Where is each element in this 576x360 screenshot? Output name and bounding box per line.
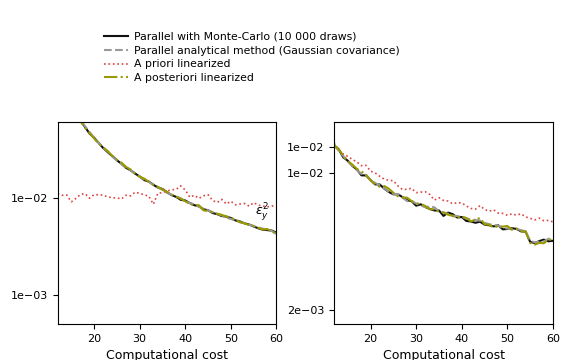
X-axis label: Computational cost: Computational cost	[382, 349, 505, 360]
Legend: Parallel with Monte-Carlo (10 000 draws), Parallel analytical method (Gaussian c: Parallel with Monte-Carlo (10 000 draws)…	[100, 28, 404, 87]
Y-axis label: $\epsilon^2_y$: $\epsilon^2_y$	[255, 201, 269, 223]
X-axis label: Computational cost: Computational cost	[106, 349, 228, 360]
